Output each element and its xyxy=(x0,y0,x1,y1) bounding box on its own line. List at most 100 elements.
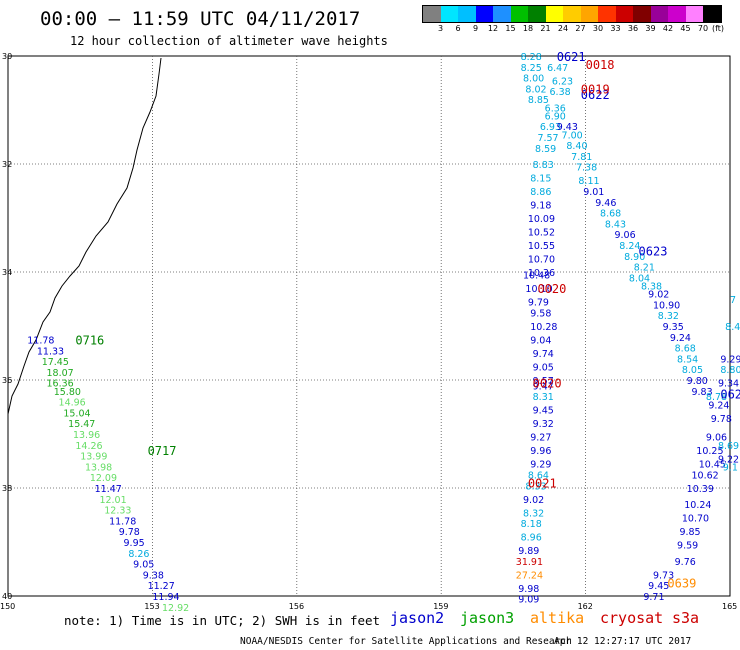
wave-height-value: 31.91 xyxy=(516,557,543,568)
wave-height-value: 9.78 xyxy=(119,527,140,538)
wave-height-value: 12.09 xyxy=(90,473,117,484)
wave-height-value: 14.96 xyxy=(59,398,86,409)
wave-height-value: 8.28 xyxy=(521,52,542,63)
wave-height-value: 9.74 xyxy=(533,349,554,360)
color-scale-label: 12 xyxy=(487,24,499,33)
lon-tick-label: 156 xyxy=(289,602,304,611)
color-swatch xyxy=(510,6,528,22)
color-swatch xyxy=(650,6,668,22)
wave-height-value: 9.45 xyxy=(533,406,554,417)
wave-height-value: 14.26 xyxy=(75,441,102,452)
color-swatch xyxy=(545,6,563,22)
wave-height-value: 9.76 xyxy=(675,557,696,568)
color-scale-unit: (ft) xyxy=(712,24,725,33)
lat-tick-label: 30 xyxy=(2,52,12,61)
wave-height-value: 10.48 xyxy=(523,271,550,282)
satellite-jason3: jason3 xyxy=(460,609,515,627)
wave-height-value: 9.73 xyxy=(653,570,674,581)
color-scale-label: 39 xyxy=(645,24,656,33)
wave-height-value: 10.09 xyxy=(528,214,555,225)
wave-height-value: 6.38 xyxy=(550,87,571,98)
wave-height-value: 9.32 xyxy=(533,419,554,430)
track-time-label: 0716 xyxy=(75,334,104,348)
wave-height-value: 9.96 xyxy=(530,446,551,457)
wave-height-value: 9.85 xyxy=(679,527,700,538)
wave-height-value: 8.68 xyxy=(600,209,621,220)
wave-height-value: 9.35 xyxy=(663,322,684,333)
wave-height-value: 9.95 xyxy=(124,538,145,549)
color-scale-label: 33 xyxy=(610,24,621,33)
wave-height-value: 15.80 xyxy=(54,387,81,398)
wave-height-value: 9.29 xyxy=(530,460,551,471)
wave-height-value: 7.57 xyxy=(537,133,558,144)
wave-height-value: 8.32 xyxy=(523,508,544,519)
wave-height-value: 9.45 xyxy=(648,581,669,592)
track-time-label: 0021 xyxy=(528,477,557,491)
wave-height-value: 16.36 xyxy=(47,379,74,390)
color-scale-label: 18 xyxy=(522,24,534,33)
wave-height-value: 15.04 xyxy=(63,408,90,419)
wave-height-value: 8.02 xyxy=(525,84,546,95)
wave-height-value: 9.02 xyxy=(648,290,669,301)
wave-height-value: 13.96 xyxy=(73,430,100,441)
color-swatch xyxy=(703,6,721,22)
wave-height-value: 8.43 xyxy=(605,219,626,230)
wave-height-value: 9.27 xyxy=(530,433,551,444)
lon-tick-label: 165 xyxy=(722,602,737,611)
wave-height-value: 8.18 xyxy=(521,519,542,530)
page-title: 00:00 – 11:59 UTC 04/11/2017 xyxy=(40,8,361,30)
wave-height-value: 8.26 xyxy=(128,549,149,560)
wave-height-value: 8.15 xyxy=(530,174,551,185)
color-scale-label: 9 xyxy=(472,24,479,33)
lat-tick-label: 32 xyxy=(2,160,12,169)
satellite-altika: altika xyxy=(530,609,585,627)
track-time-label: 0639 xyxy=(667,577,696,591)
track-time-label: 0019 xyxy=(581,82,610,96)
wave-height-value: 8.21 xyxy=(634,263,655,274)
generated-timestamp: Apr 12 12:27:17 UTC 2017 xyxy=(554,636,692,647)
wave-height-value: 9.24 xyxy=(708,400,729,411)
color-swatch xyxy=(580,6,598,22)
wave-height-value: 10.70 xyxy=(528,255,555,266)
wave-height-value: 11.27 xyxy=(148,581,175,592)
lat-tick-label: 40 xyxy=(2,592,12,601)
wave-height-value: 8.33 xyxy=(525,481,546,492)
wave-height-value: 10.39 xyxy=(687,484,714,495)
color-scale-label: 6 xyxy=(455,24,461,33)
wave-height-value: 9.09 xyxy=(518,595,539,606)
wave-height-value: 10.90 xyxy=(653,300,680,311)
color-swatch xyxy=(440,6,458,22)
wave-height-value: 8.4 xyxy=(725,322,740,333)
lon-tick-label: 159 xyxy=(433,602,448,611)
color-scale-label: 27 xyxy=(575,24,586,33)
wave-height-value: 9.22 xyxy=(718,454,739,465)
wave-height-value: 9.78 xyxy=(711,414,732,425)
wave-height-value: 9.98 xyxy=(518,584,539,595)
wave-height-value: 11.78 xyxy=(27,336,54,347)
wave-height-value: 12.01 xyxy=(99,495,126,506)
wave-height-value: 10.28 xyxy=(530,322,557,333)
color-swatch xyxy=(423,6,441,22)
wave-height-value: 8.24 xyxy=(619,241,640,252)
wave-height-value: 10.25 xyxy=(696,446,723,457)
color-scale-label: 15 xyxy=(505,24,516,33)
track-time-label: 0018 xyxy=(586,58,615,72)
wave-height-value: 8.83 xyxy=(533,160,554,171)
lon-tick-label: 153 xyxy=(144,602,159,611)
wave-height-value: 8.64 xyxy=(528,471,549,482)
wave-height-value: 7.00 xyxy=(562,130,583,141)
wave-height-value: 9.79 xyxy=(528,298,549,309)
color-swatch xyxy=(685,6,703,22)
color-scale-label: 21 xyxy=(540,24,551,33)
track-time-label: 0717 xyxy=(148,444,177,458)
wave-height-value: 8.86 xyxy=(530,187,551,198)
wave-height-value: 10.62 xyxy=(691,471,718,482)
wave-height-value: 9.47 xyxy=(533,381,554,392)
wave-height-value: 13.98 xyxy=(85,462,112,473)
coastline xyxy=(7,57,162,415)
wave-height-value: 10.45 xyxy=(699,460,726,471)
color-swatch xyxy=(633,6,651,22)
wave-height-value: 10.52 xyxy=(528,228,555,239)
wave-height-value: 11.47 xyxy=(95,484,122,495)
